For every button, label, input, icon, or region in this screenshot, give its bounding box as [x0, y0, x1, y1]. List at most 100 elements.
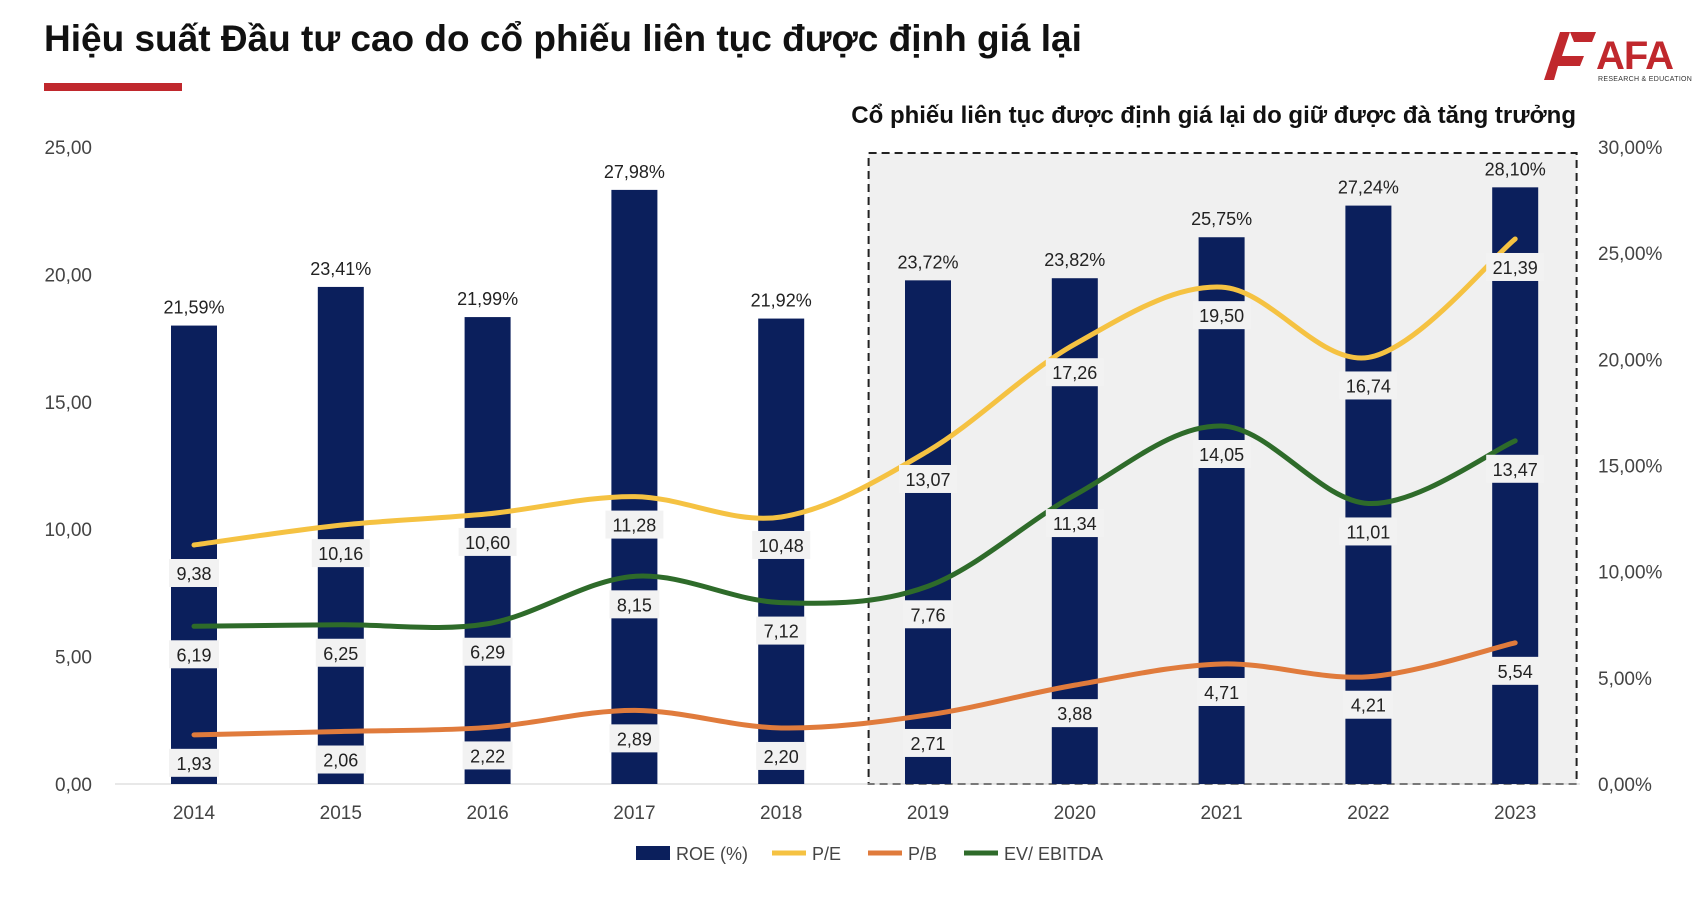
line-label-bg — [311, 539, 370, 568]
line-value-label: 11,34 — [1053, 514, 1097, 534]
line-value-label: 2,71 — [910, 734, 945, 754]
line-label-bg — [169, 640, 219, 669]
line-label-bg — [1192, 440, 1251, 469]
line-label-bg — [315, 638, 366, 667]
line-value-label: 4,71 — [1204, 683, 1239, 703]
line-value-label: 17,26 — [1052, 363, 1097, 383]
line-value-label: 7,76 — [910, 605, 945, 625]
brand-logo: AFA RESEARCH & EDUCATION — [1540, 28, 1692, 84]
page-title: Hiệu suất Đầu tư cao do cổ phiếu liên tụ… — [44, 18, 1082, 59]
roe-bar — [611, 189, 658, 784]
line-label-bg — [899, 464, 957, 493]
right-tick-label: 10,00% — [1598, 563, 1663, 584]
line-label-bg — [1049, 699, 1100, 728]
roe-bar-label: 27,24% — [1338, 178, 1399, 198]
roe-bar-label: 23,82% — [1044, 250, 1105, 270]
line-label-bg — [1045, 358, 1104, 387]
line-value-label: 5,54 — [1498, 662, 1533, 682]
legend-label: P/E — [812, 844, 841, 864]
left-axis: 0,00 5,00 10,00 15,00 20,00 25,00 — [44, 138, 92, 796]
line-label-bg — [1192, 301, 1251, 330]
series-line — [191, 640, 1518, 738]
left-tick-label: 20,00 — [44, 265, 92, 286]
line-label-bg — [609, 724, 660, 753]
line-value-label: 14,05 — [1199, 445, 1244, 465]
right-tick-label: 30,00% — [1598, 138, 1663, 159]
legend-label: ROE (%) — [676, 844, 748, 864]
line-label-bg — [1486, 252, 1545, 281]
line-label-bg — [1196, 677, 1247, 706]
roe-bar — [1345, 205, 1392, 784]
line-value-label: 9,38 — [176, 564, 211, 584]
x-tick-label: 2014 — [173, 803, 216, 824]
line-label-bg — [1045, 509, 1104, 538]
chart-subtitle: Cổ phiếu liên tục được định giá lại do g… — [851, 102, 1576, 129]
roe-bar-label: 25,75% — [1191, 209, 1252, 229]
line-value-label: 16,74 — [1346, 376, 1391, 396]
line-label-bg — [1339, 371, 1398, 400]
right-tick-label: 0,00% — [1598, 775, 1652, 796]
line-value-label: 10,48 — [759, 536, 804, 556]
line-value-label: 10,16 — [318, 544, 363, 564]
line-value-label: 3,88 — [1057, 704, 1092, 724]
series-line — [191, 423, 1518, 630]
line-label-bg — [605, 510, 664, 539]
line-label-bg — [169, 748, 219, 777]
line-label-bg — [462, 637, 513, 666]
line-label-bg — [462, 741, 513, 770]
roe-bar-label: 23,41% — [310, 259, 371, 279]
roe-bar-label: 27,98% — [604, 162, 665, 182]
line-value-label: 13,47 — [1493, 460, 1538, 480]
legend-label: EV/ EBITDA — [1004, 844, 1103, 864]
line-value-label: 13,07 — [905, 470, 950, 490]
left-tick-label: 0,00 — [55, 775, 92, 796]
line-label-bg — [609, 590, 660, 619]
left-tick-label: 5,00 — [55, 648, 92, 669]
line-value-label: 1,93 — [176, 754, 211, 774]
left-tick-label: 25,00 — [44, 138, 92, 159]
line-label-bg — [1339, 517, 1398, 546]
x-tick-label: 2015 — [320, 803, 362, 824]
line-value-label: 2,89 — [617, 729, 652, 749]
x-tick-label: 2021 — [1200, 803, 1242, 824]
roe-bar-label: 28,10% — [1485, 159, 1546, 179]
line-label-bg — [1486, 454, 1545, 483]
line-value-label: 19,50 — [1199, 306, 1244, 326]
x-tick-label: 2019 — [907, 803, 949, 824]
roe-bar-label: 21,59% — [163, 298, 224, 318]
line-value-label: 2,20 — [764, 747, 799, 767]
line-label-bg — [458, 527, 517, 556]
line-value-label: 11,01 — [1347, 522, 1391, 542]
series-lines — [191, 236, 1518, 738]
x-axis: 2014 2015 2016 2017 2018 2019 2020 2021 2022 2023 — [115, 783, 1580, 824]
right-axis: 0,00% 5,00% 10,00% 15,00% 20,00% 25,00% 30,00% — [1598, 138, 1663, 796]
line-value-label: 4,21 — [1351, 696, 1386, 716]
line-value-label: 21,39 — [1493, 258, 1538, 278]
x-tick-label: 2020 — [1054, 803, 1096, 824]
left-tick-label: 10,00 — [44, 520, 92, 541]
line-label-bg — [756, 616, 807, 645]
x-tick-label: 2023 — [1494, 803, 1536, 824]
roe-bar-label: 21,92% — [751, 291, 812, 311]
line-label-bg — [315, 745, 366, 774]
legend-label: P/B — [908, 844, 937, 864]
line-value-label: 7,12 — [764, 622, 799, 642]
chart-legend: ROE (%) P/E P/B EV/ EBITDA — [636, 844, 1103, 864]
roe-bar — [317, 286, 364, 784]
x-tick-label: 2018 — [760, 803, 802, 824]
line-label-bg — [756, 741, 807, 770]
roe-bars — [171, 187, 1539, 785]
roe-bar — [171, 325, 217, 784]
logo-mark-icon — [1544, 32, 1596, 80]
line-value-label: 2,06 — [323, 751, 358, 771]
line-label-bg — [752, 530, 811, 559]
x-tick-label: 2016 — [466, 803, 508, 824]
line-value-label: 11,28 — [613, 516, 657, 536]
line-label-bg — [1490, 656, 1541, 685]
logo-word: AFA — [1596, 34, 1674, 78]
line-value-label: 10,60 — [465, 533, 510, 553]
series-line-labels: 9,38 10,16 10,60 11,28 10,48 13,07 17,26 19,50 1… — [169, 252, 1545, 777]
roe-bar-label: 21,99% — [457, 289, 518, 309]
right-tick-label: 25,00% — [1598, 244, 1663, 265]
